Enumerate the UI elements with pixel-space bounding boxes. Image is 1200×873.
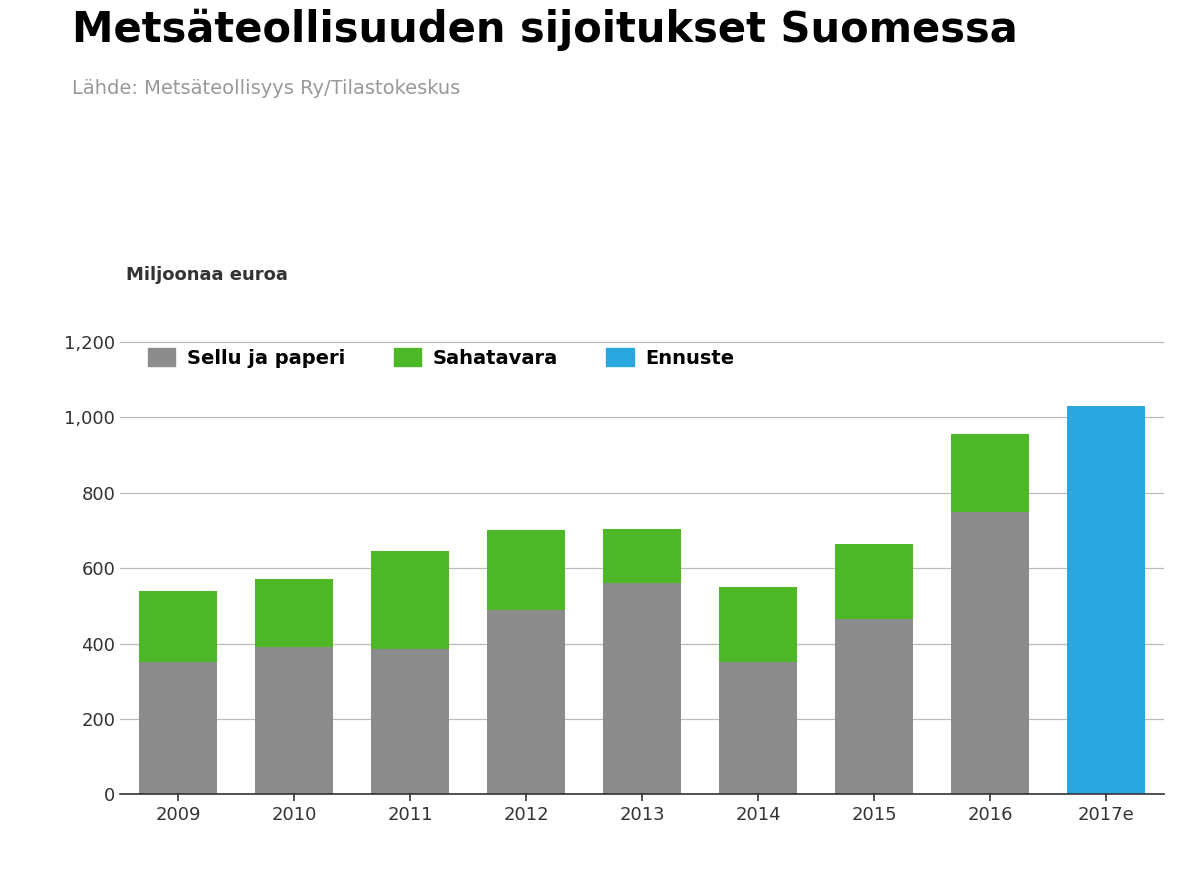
Bar xyxy=(371,551,450,650)
Bar xyxy=(950,512,1030,794)
Bar xyxy=(371,650,450,794)
Bar xyxy=(719,587,798,663)
Bar xyxy=(719,663,798,794)
Bar xyxy=(834,619,913,794)
Bar xyxy=(138,591,217,663)
Text: Miljoonaa euroa: Miljoonaa euroa xyxy=(126,265,288,284)
Bar xyxy=(602,583,682,794)
Legend: Sellu ja paperi, Sahatavara, Ennuste: Sellu ja paperi, Sahatavara, Ennuste xyxy=(140,340,743,375)
Bar xyxy=(834,544,913,619)
Bar xyxy=(254,648,334,794)
Bar xyxy=(486,531,565,609)
Bar xyxy=(602,528,682,583)
Bar xyxy=(486,609,565,794)
Text: Metsäteollisuuden sijoitukset Suomessa: Metsäteollisuuden sijoitukset Suomessa xyxy=(72,9,1018,52)
Bar xyxy=(1067,406,1146,794)
Bar xyxy=(138,663,217,794)
Bar xyxy=(254,580,334,648)
Text: Lähde: Metsäteollisyys Ry/Tilastokeskus: Lähde: Metsäteollisyys Ry/Tilastokeskus xyxy=(72,79,461,98)
Bar xyxy=(950,434,1030,512)
